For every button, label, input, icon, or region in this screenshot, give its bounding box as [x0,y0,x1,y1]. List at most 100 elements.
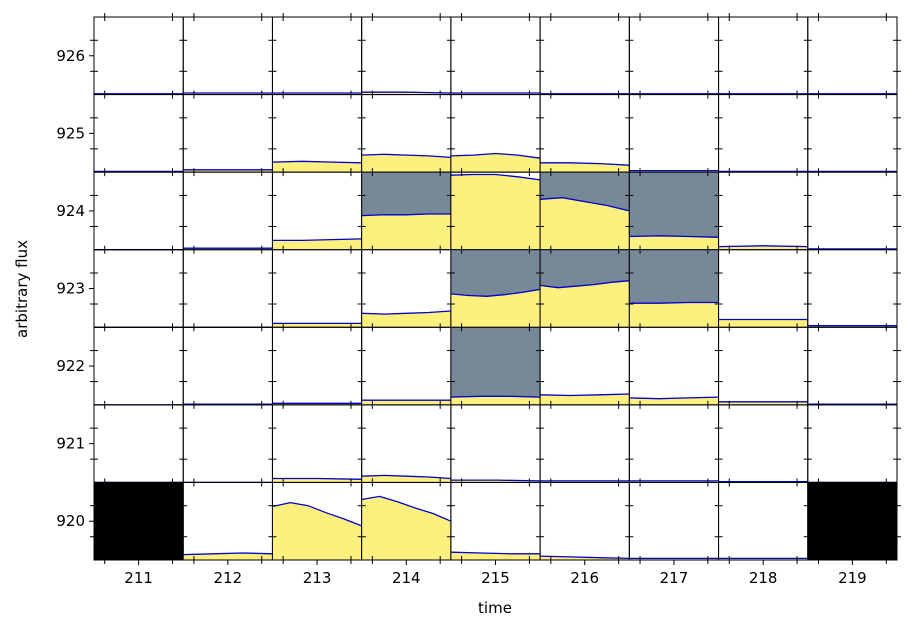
cell-frame [182,326,273,406]
cell-213-923 [271,249,363,328]
x-tick-label: 214 [392,569,421,587]
cell-216-922 [539,326,630,406]
flux-line [361,213,451,217]
cell-frame [93,171,184,251]
cell-216-925 [539,94,630,173]
cell-frame [807,16,898,96]
flux-line [450,173,541,181]
cell-frame [182,94,273,173]
cell-frame [628,481,720,561]
cell-211-920 [93,481,184,561]
cell-212-925 [182,94,273,173]
x-tick-label: 212 [214,569,243,587]
y-tick-label: 920 [56,512,85,530]
flux-line [361,310,451,315]
cell-218-926 [718,16,809,96]
flux-fill [540,280,630,328]
x-tick-label: 211 [124,569,153,587]
cell-frame [361,326,452,406]
cell-217-923 [628,249,720,328]
cell-frame [539,94,630,173]
cell-frame [807,171,898,251]
cell-frame [718,249,809,328]
flux-line [540,162,630,166]
cell-219-920 [807,481,898,561]
cell-214-923 [361,249,452,328]
cell-frame [93,16,184,96]
flux-fill [361,311,451,328]
flux-line [272,160,362,164]
flux-fill [361,154,451,173]
flux-fill [450,396,541,405]
cell-frame [361,404,452,483]
cell-frame [807,326,898,406]
x-tick-label: 213 [303,569,332,587]
cell-frame [718,481,809,561]
cell-213-921 [271,404,363,483]
cell-218-925 [718,94,809,173]
flux-line [629,235,719,238]
cell-213-920 [271,481,363,561]
flux-line [183,552,273,556]
flux-line [540,393,630,397]
flux-line [540,280,630,289]
cell-frame [182,481,273,561]
y-tick-label: 921 [56,435,85,453]
cell-212-924 [182,171,273,251]
cell-213-922 [271,326,363,406]
cell-212-926 [182,16,273,96]
cell-frame [271,171,363,251]
flux-fill [361,400,451,405]
flux-fill [361,214,451,250]
flux-fill [272,161,362,173]
cell-216-923 [539,249,630,328]
flux-line [361,153,451,159]
cell-frame [628,404,720,483]
cell-219-924 [807,171,898,251]
cell-211-926 [93,16,184,96]
flux-line [272,238,362,242]
flux-fill [540,197,630,250]
flux-fill [540,162,630,173]
x-tick-labels: 211 212 213 214 215 216 217 218 219 [124,560,867,587]
cell-211-921 [93,404,184,484]
cell-215-923 [450,249,541,328]
flux-line [450,288,541,297]
flux-fill [272,323,362,328]
cell-213-924 [271,171,363,251]
cell-213-925 [271,94,363,173]
flux-line [450,395,541,398]
cell-212-922 [182,326,273,406]
cell-212-923 [182,249,273,328]
cell-218-922 [718,326,809,406]
cell-frame [628,326,720,406]
y-tick-label: 922 [56,357,85,375]
flux-fill [540,394,630,405]
cell-frame [271,16,363,96]
cell-frame [628,16,720,96]
flux-line [540,197,630,212]
cell-211-922 [93,326,184,406]
cell-214-920 [361,481,452,561]
flux-line [272,477,362,480]
cell-213-926 [271,16,363,96]
flux-line [540,555,630,560]
flux-line [718,245,808,248]
cell-217-924 [628,171,720,251]
cell-211-923 [93,249,184,328]
cell-217-920 [628,481,720,561]
cell-215-924 [450,171,541,251]
cell-frame [807,404,898,483]
cell-frame [718,171,809,251]
cell-217-922 [628,326,720,406]
cell-frame [93,94,184,173]
cell-214-922 [361,326,452,406]
x-tick-label: 217 [660,569,689,587]
cell-frame [539,16,630,96]
y-tick-label: 925 [56,124,85,142]
cell-frame [182,16,273,96]
cell-217-925 [628,94,720,173]
flux-fill [272,502,362,560]
cell-219-921 [807,404,898,484]
flux-line [361,495,452,522]
